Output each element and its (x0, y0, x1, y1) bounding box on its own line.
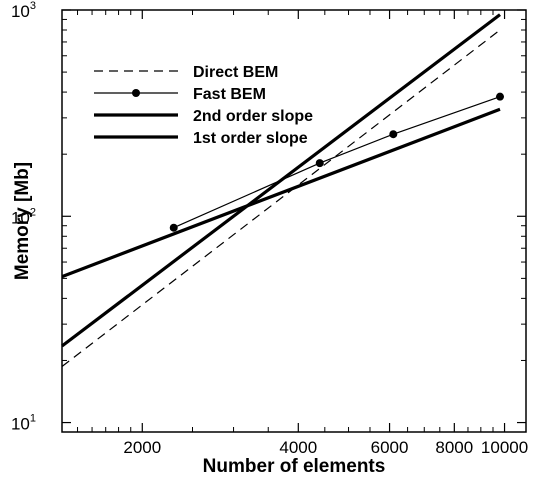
x-tick-label: 10000 (481, 438, 528, 457)
y-tick-label-base: 10 (11, 2, 30, 21)
legend-label: Fast BEM (193, 86, 266, 103)
y-tick-label-base: 10 (11, 415, 30, 434)
y-tick-label-exponent: 1 (30, 413, 36, 425)
legend-marker (132, 89, 140, 97)
data-point (389, 130, 397, 138)
y-axis-title: Memory [Mb] (12, 162, 33, 280)
series-layer (62, 15, 504, 367)
data-point (316, 159, 324, 167)
data-point (496, 93, 504, 101)
y-tick-label: 101 (11, 413, 36, 434)
series-line-0 (62, 30, 500, 367)
plot-frame (62, 10, 526, 432)
y-tick-label-exponent: 3 (30, 0, 36, 12)
x-tick-label: 6000 (371, 438, 409, 457)
x-tick-label: 4000 (279, 438, 317, 457)
data-point (170, 224, 178, 232)
tick-marks (62, 10, 526, 432)
legend-label: 2nd order slope (193, 108, 313, 125)
x-tick-label: 2000 (123, 438, 161, 457)
legend-label: 1st order slope (193, 130, 308, 147)
legend: Direct BEM Fast BEM 2nd order slope 1st ord… (94, 64, 313, 147)
y-tick-label: 103 (11, 0, 36, 21)
x-axis-title: Number of elements (203, 456, 386, 477)
legend-label: Direct BEM (193, 64, 278, 81)
x-tick-label: 8000 (435, 438, 473, 457)
series-line-2 (62, 15, 500, 346)
